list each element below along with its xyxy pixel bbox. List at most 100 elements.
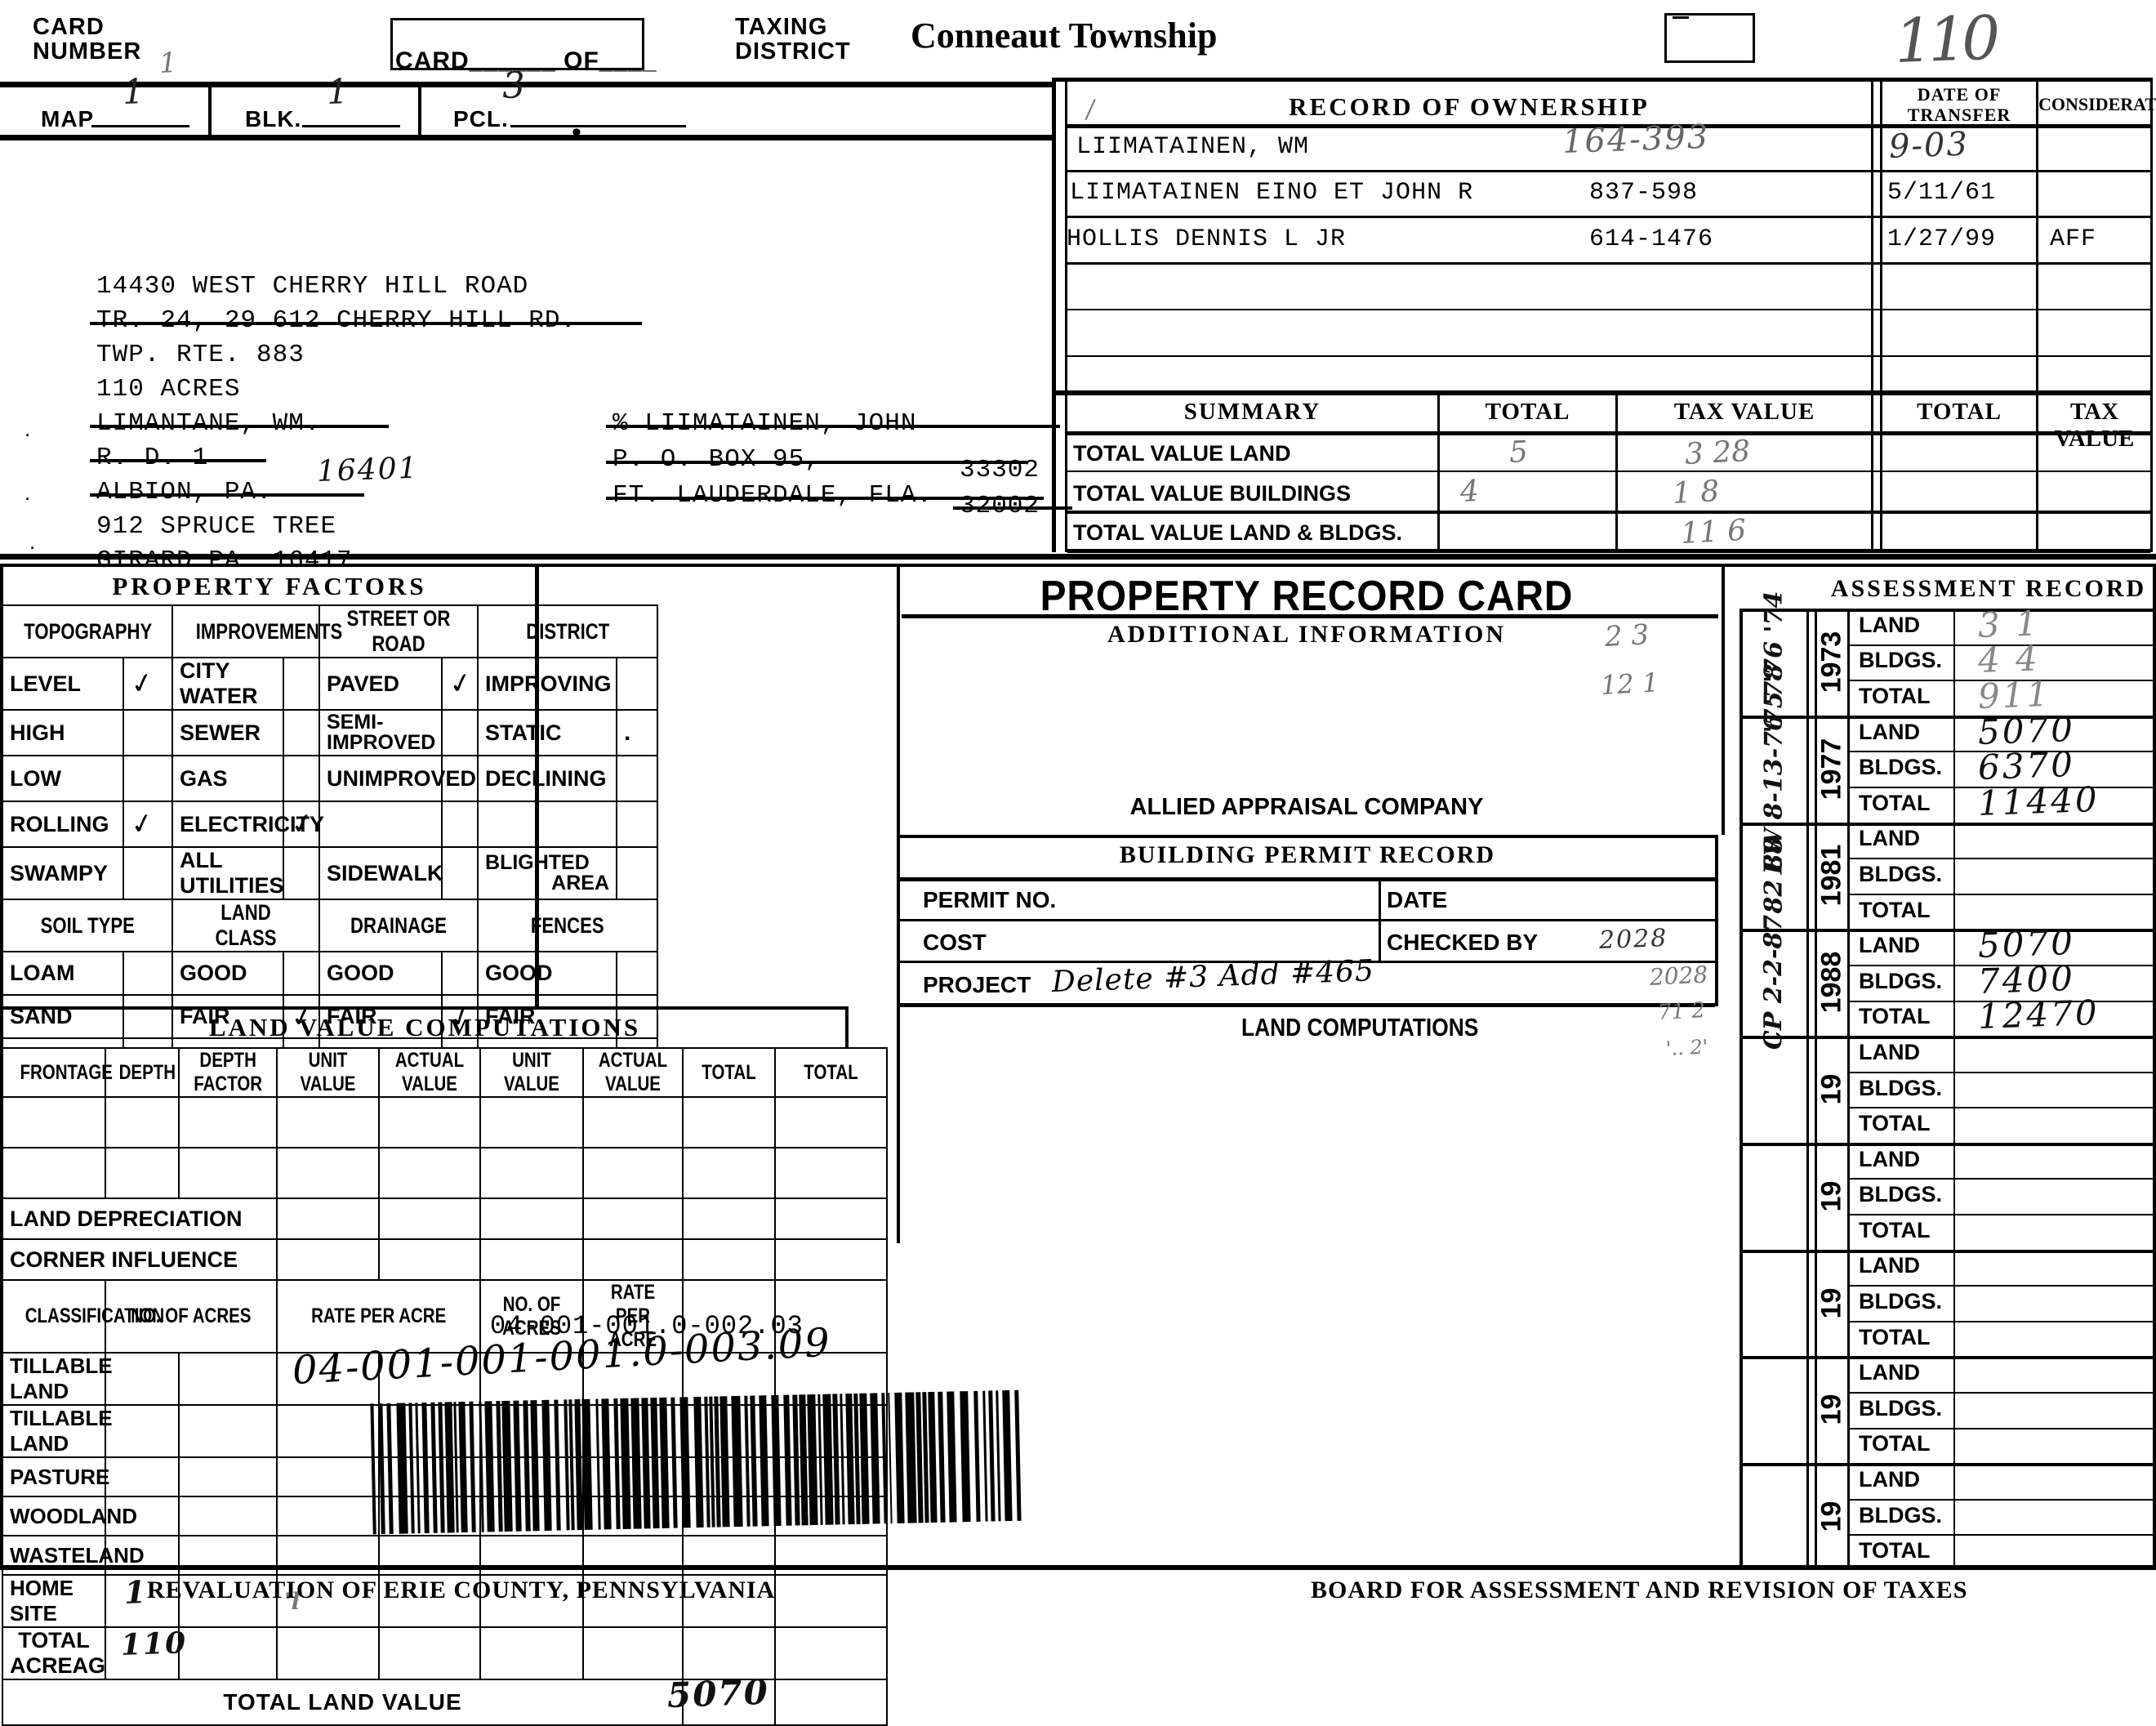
street-blank-check[interactable] — [440, 801, 479, 848]
street-paved-check[interactable]: ✓ — [440, 657, 479, 711]
district-declining[interactable]: DECLINING — [477, 755, 618, 802]
street-sidewalk[interactable]: SIDEWALK — [318, 846, 443, 900]
cls-cell[interactable] — [774, 1679, 888, 1726]
drainage-fair-check[interactable]: ✓ — [440, 994, 479, 1039]
lvc-cell[interactable] — [2, 1096, 106, 1148]
cls-cell[interactable] — [178, 1404, 278, 1458]
district-declining-check[interactable] — [616, 755, 659, 802]
lvc-cell[interactable] — [479, 1238, 584, 1281]
cls-cell[interactable] — [105, 1352, 180, 1406]
lvc-cell[interactable] — [582, 1238, 684, 1281]
lvc-cell[interactable] — [178, 1147, 278, 1199]
lvc-cell[interactable] — [105, 1096, 180, 1148]
lvc-cell[interactable] — [682, 1147, 776, 1199]
cls-cell[interactable] — [276, 1404, 380, 1458]
improvements-gas-check[interactable] — [283, 755, 320, 802]
improvements-city-water-check[interactable] — [283, 657, 320, 711]
lvc-cell[interactable] — [378, 1147, 481, 1199]
cls-cell[interactable] — [774, 1574, 888, 1628]
topography-rolling[interactable]: ROLLING — [2, 801, 124, 848]
lvc-cell[interactable] — [2, 1147, 106, 1199]
improvements-electricity-check[interactable]: ✓ — [283, 801, 320, 848]
cls-cell[interactable] — [105, 1404, 180, 1458]
improvements-all-utilities[interactable]: ALL UTILITIES — [172, 846, 284, 900]
topography-swampy[interactable]: SWAMPY — [2, 846, 124, 900]
district-blighted-check[interactable] — [616, 846, 659, 900]
cls-cell[interactable] — [582, 1574, 684, 1628]
landclass-good[interactable]: GOOD — [172, 951, 284, 996]
topography-high[interactable]: HIGH — [2, 709, 124, 756]
cls-cell[interactable] — [682, 1574, 776, 1628]
street-semi-improved[interactable]: SEMI- IMPROVED — [318, 709, 443, 756]
district-static-check[interactable]: . — [616, 709, 659, 756]
soil-loam[interactable]: LOAM — [2, 951, 124, 996]
fences-good-check[interactable] — [616, 951, 659, 996]
topography-rolling-check[interactable]: ✓ — [122, 801, 173, 848]
topography-swampy-check[interactable] — [122, 846, 173, 900]
lvc-cell[interactable] — [276, 1238, 380, 1281]
cls-cell[interactable]: 'l — [276, 1574, 380, 1628]
improvements-all-utilities-check[interactable] — [283, 846, 320, 900]
soil-sand-check[interactable] — [122, 994, 173, 1039]
cls-cell[interactable] — [276, 1626, 380, 1680]
cls-cell[interactable] — [582, 1626, 684, 1680]
drainage-fair[interactable]: FAIR — [318, 994, 443, 1039]
cls-cell[interactable] — [479, 1574, 584, 1628]
improvements-sewer-check[interactable] — [283, 709, 320, 756]
street-sidewalk-check[interactable] — [440, 846, 479, 900]
district-blank-check[interactable] — [616, 801, 659, 848]
total-acreage-value-cell[interactable]: 110 — [105, 1626, 188, 1680]
fences-good[interactable]: GOOD — [477, 951, 618, 996]
district-improving-check[interactable] — [616, 657, 659, 711]
topography-level-check[interactable]: ✓ — [122, 657, 173, 711]
cls-cell[interactable] — [582, 1352, 684, 1406]
lvc-cell[interactable] — [582, 1096, 684, 1148]
topography-low-check[interactable] — [122, 755, 173, 802]
lvc-cell[interactable] — [378, 1238, 481, 1281]
fences-fair-check[interactable] — [616, 994, 659, 1039]
lvc-cell[interactable] — [682, 1238, 776, 1281]
cls-cell[interactable] — [105, 1496, 180, 1536]
improvements-sewer[interactable]: SEWER — [172, 709, 284, 756]
lvc-cell[interactable] — [774, 1279, 888, 1354]
lvc-cell[interactable] — [682, 1197, 776, 1240]
cls-cell[interactable] — [378, 1626, 481, 1680]
lvc-cell[interactable] — [479, 1147, 584, 1199]
lvc-cell[interactable] — [774, 1197, 888, 1240]
lvc-cell[interactable] — [479, 1096, 584, 1148]
lvc-cell[interactable] — [682, 1279, 776, 1354]
lvc-cell[interactable] — [276, 1147, 380, 1199]
district-blighted-area[interactable]: BLIGHTEDAREA — [477, 846, 618, 900]
cls-cell[interactable] — [178, 1574, 278, 1628]
lvc-cell[interactable] — [276, 1197, 380, 1240]
topography-low[interactable]: LOW — [2, 755, 124, 802]
cls-cell[interactable] — [378, 1574, 481, 1628]
lvc-cell[interactable] — [479, 1197, 584, 1240]
lvc-cell[interactable] — [276, 1096, 380, 1148]
soil-loam-check[interactable] — [122, 951, 173, 996]
landclass-fair-check[interactable]: ✓ — [283, 994, 320, 1039]
street-semi-improved-check[interactable] — [440, 709, 479, 756]
street-unimproved[interactable]: UNIMPROVED — [318, 755, 476, 802]
fences-fair[interactable]: FAIR — [477, 994, 618, 1039]
cls-cell[interactable] — [276, 1496, 380, 1536]
lvc-cell[interactable] — [105, 1147, 180, 1199]
topography-level[interactable]: LEVEL — [2, 657, 124, 711]
cls-cell[interactable] — [479, 1352, 584, 1406]
lvc-cell[interactable] — [774, 1096, 888, 1148]
cls-cell[interactable] — [276, 1352, 380, 1406]
cls-cell[interactable] — [105, 1456, 180, 1497]
cls-cell[interactable] — [178, 1352, 278, 1406]
lvc-cell[interactable] — [378, 1096, 481, 1148]
drainage-good-check[interactable] — [440, 951, 479, 996]
district-improving[interactable]: IMPROVING — [477, 657, 618, 711]
lvc-cell[interactable] — [178, 1096, 278, 1148]
topography-high-check[interactable] — [122, 709, 173, 756]
landclass-good-check[interactable] — [283, 951, 320, 996]
drainage-good[interactable]: GOOD — [318, 951, 443, 996]
cls-home-site-acres[interactable]: 1 — [105, 1573, 180, 1628]
improvements-electricity[interactable]: ELECTRICITY — [172, 801, 324, 848]
district-static[interactable]: STATIC — [477, 709, 618, 756]
soil-sand[interactable]: SAND — [2, 994, 124, 1039]
lvc-cell[interactable] — [378, 1197, 481, 1240]
